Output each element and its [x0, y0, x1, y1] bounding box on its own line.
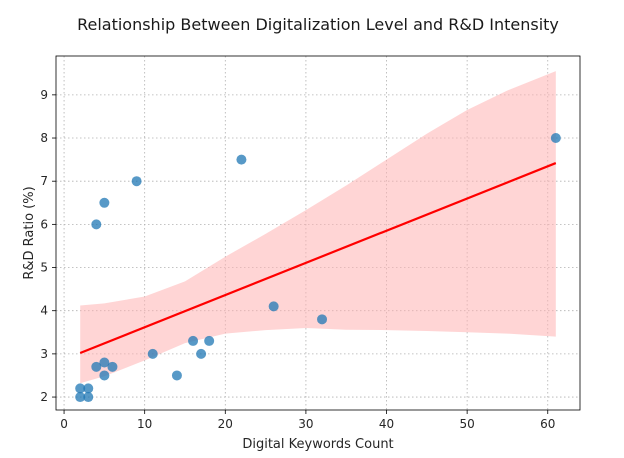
data-point	[196, 348, 207, 359]
x-axis-ticks: 0 10 20 30 40 50 60	[60, 410, 555, 431]
x-tick-label: 60	[540, 417, 555, 431]
data-point	[550, 133, 561, 144]
plot-area	[55, 55, 581, 411]
regression-line	[79, 162, 557, 355]
x-tick-label: 50	[459, 417, 474, 431]
y-tick-label: 4	[40, 304, 48, 318]
y-tick-label: 9	[40, 88, 48, 102]
y-tick-label: 8	[40, 131, 48, 145]
data-point	[75, 392, 86, 403]
data-point	[75, 383, 86, 394]
data-point	[188, 335, 199, 346]
x-axis-label: Digital Keywords Count	[242, 437, 393, 452]
x-tick-label: 30	[298, 417, 313, 431]
scatter-points	[75, 133, 561, 403]
x-tick-label: 20	[218, 417, 233, 431]
y-tick-label: 7	[40, 174, 48, 188]
data-point	[83, 392, 94, 403]
y-axis-label: R&D Ratio (%)	[22, 186, 37, 279]
y-tick-label: 3	[40, 347, 48, 361]
chart-title: Relationship Between Digitalization Leve…	[77, 15, 559, 34]
data-point	[99, 197, 110, 208]
data-point	[236, 154, 247, 165]
y-axis-ticks: 2 3 4 5 6 7 8 9	[40, 88, 56, 404]
regression-line-layer	[79, 162, 557, 355]
x-tick-label: 10	[137, 417, 152, 431]
y-tick-label: 6	[40, 217, 48, 231]
x-tick-label: 40	[379, 417, 394, 431]
data-point	[99, 357, 110, 368]
data-point	[91, 219, 102, 230]
data-point	[107, 361, 118, 372]
data-point	[83, 383, 94, 394]
data-point	[204, 335, 215, 346]
data-point	[147, 348, 158, 359]
data-point	[91, 361, 102, 372]
data-point	[317, 314, 328, 325]
x-tick-label: 0	[60, 417, 68, 431]
data-point	[99, 370, 110, 381]
y-tick-label: 2	[40, 390, 48, 404]
data-point	[268, 301, 279, 312]
plot-frame	[55, 55, 581, 411]
data-point	[131, 176, 142, 187]
y-tick-label: 5	[40, 261, 48, 275]
data-point	[171, 370, 182, 381]
